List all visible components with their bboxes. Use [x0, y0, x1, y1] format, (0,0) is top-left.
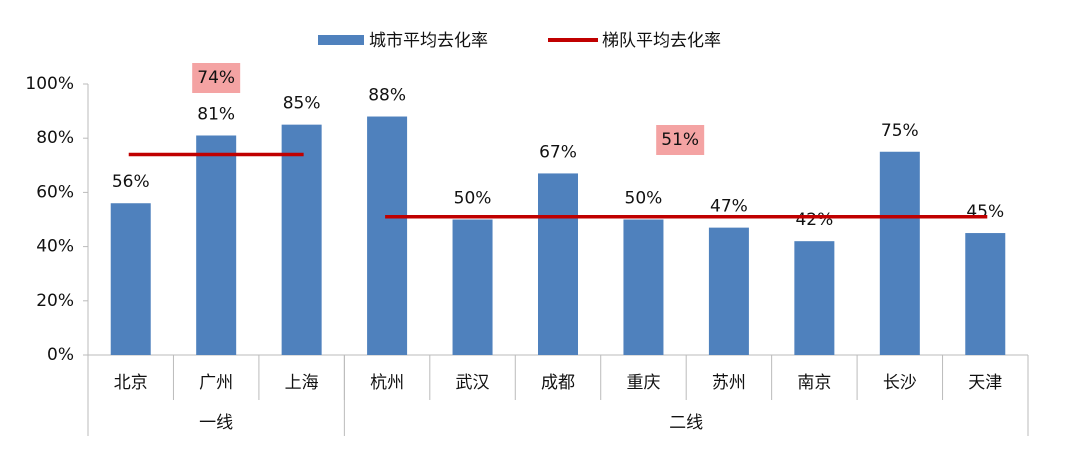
value-label: 56%: [112, 172, 150, 192]
value-label: 85%: [283, 94, 321, 114]
average-label: 51%: [661, 130, 699, 150]
y-tick-label: 80%: [36, 128, 74, 148]
value-label: 88%: [368, 86, 406, 106]
value-label: 67%: [539, 142, 577, 162]
group-label: 一线: [199, 413, 233, 433]
value-label: 50%: [625, 189, 663, 209]
x-tick-label: 杭州: [370, 373, 404, 393]
x-tick-label: 上海: [285, 373, 319, 393]
value-label: 81%: [197, 104, 235, 124]
bar: [196, 135, 237, 355]
average-label-bg: [656, 125, 705, 155]
y-tick-label: 40%: [36, 237, 74, 257]
x-tick-label: 天津: [968, 373, 1002, 393]
x-tick-label: 武汉: [456, 373, 490, 393]
value-label: 50%: [454, 189, 492, 209]
bar: [708, 227, 749, 355]
x-tick-label: 成都: [541, 373, 575, 393]
x-tick-label: 苏州: [712, 373, 746, 393]
legend-swatch: [318, 35, 364, 45]
x-tick-label: 北京: [114, 373, 148, 393]
y-tick-label: 20%: [36, 291, 74, 311]
average-label-bg: [192, 63, 241, 93]
y-tick-label: 0%: [47, 345, 74, 365]
value-label: 75%: [881, 121, 919, 141]
bar: [452, 219, 493, 355]
y-tick-label: 100%: [25, 74, 74, 94]
bar: [110, 203, 151, 355]
bar: [367, 116, 408, 356]
value-label: 45%: [966, 202, 1004, 222]
legend-label: 城市平均去化率: [369, 31, 488, 51]
x-tick-label: 重庆: [626, 373, 660, 393]
bar: [879, 151, 920, 355]
value-label: 47%: [710, 197, 748, 217]
bar: [538, 173, 578, 355]
x-tick-label: 广州: [199, 373, 233, 393]
value-label: 42%: [795, 210, 833, 230]
x-tick-label: 南京: [797, 373, 831, 393]
bar: [794, 241, 835, 355]
y-tick-label: 60%: [36, 182, 74, 202]
bar: [623, 219, 664, 355]
x-tick-label: 长沙: [883, 373, 917, 393]
legend-label: 梯队平均去化率: [602, 31, 721, 51]
average-label: 74%: [197, 68, 235, 88]
group-label: 二线: [669, 413, 703, 433]
bar: [965, 233, 1006, 355]
bar: [281, 124, 322, 356]
